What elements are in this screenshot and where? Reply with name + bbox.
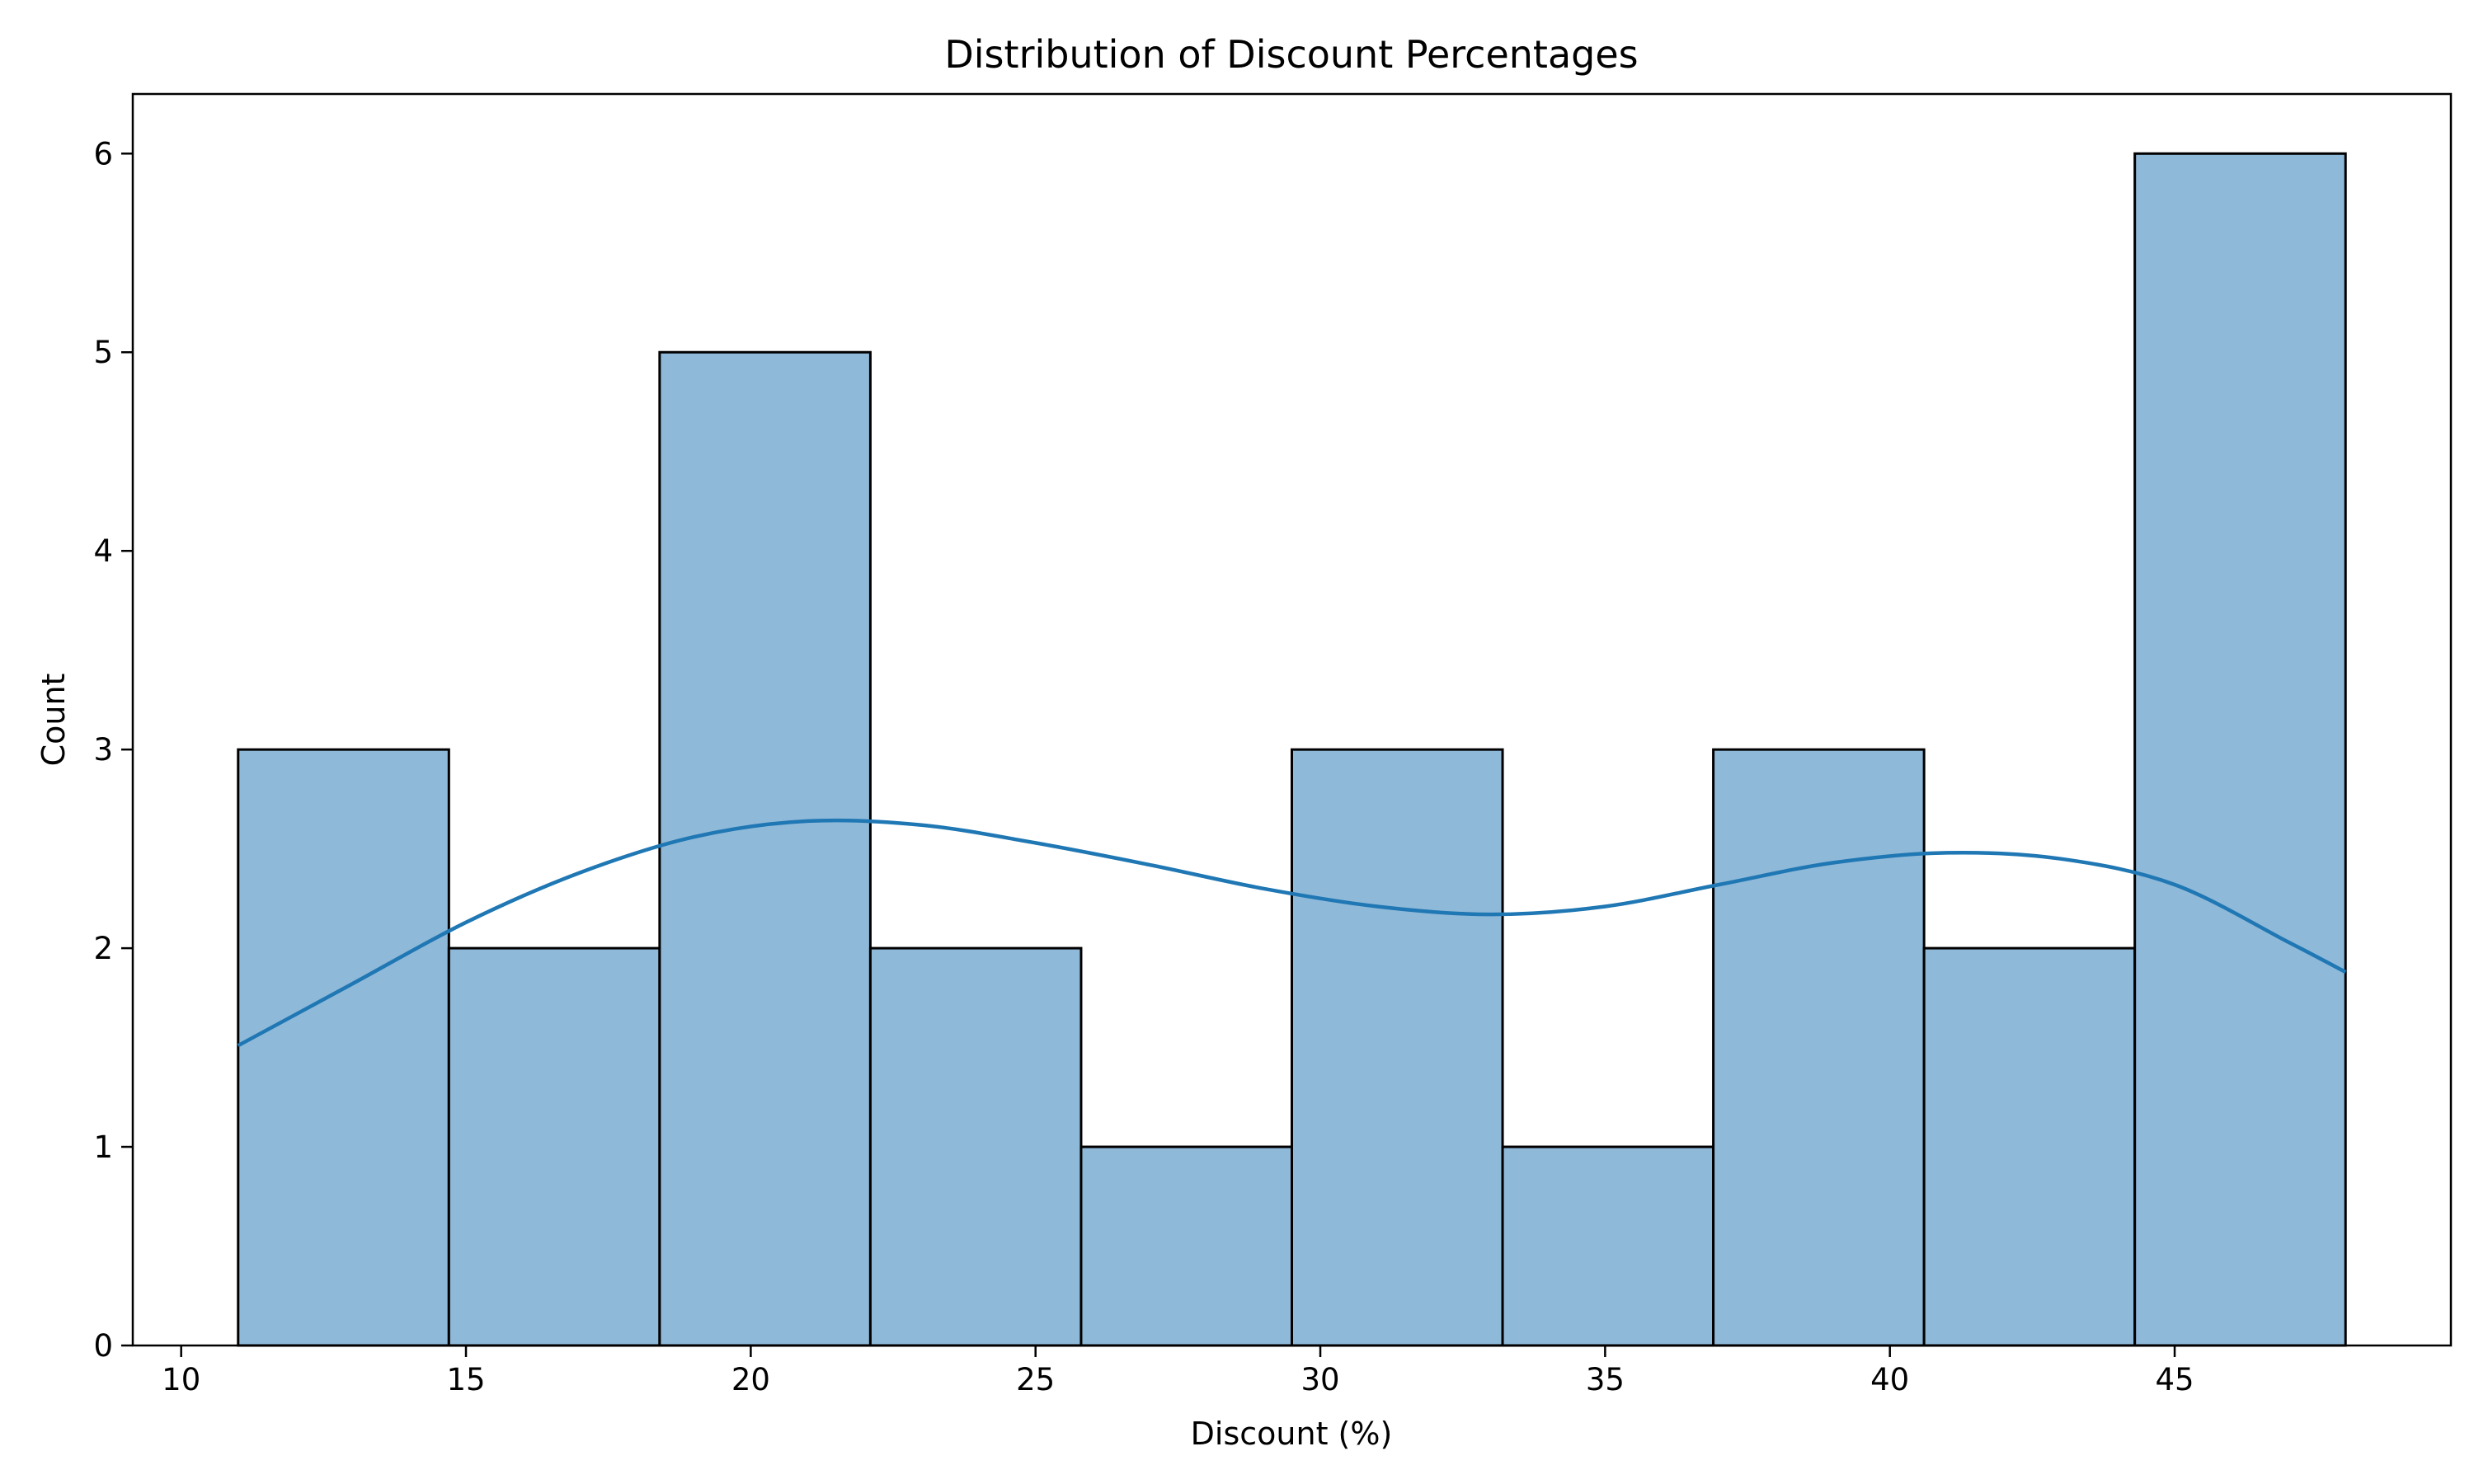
histogram-bar	[1291, 748, 1504, 1347]
histogram-bar	[1501, 1145, 1715, 1347]
y-tick-label: 1	[93, 1129, 113, 1165]
chart-title: Distribution of Discount Percentages	[944, 32, 1638, 77]
kde-line	[237, 818, 2347, 1048]
histogram-bar	[868, 946, 1083, 1347]
x-tick-label: 30	[1300, 1362, 1339, 1397]
histogram-bar	[1922, 946, 2137, 1347]
histogram-bar	[447, 946, 661, 1347]
histogram-bar	[1712, 748, 1926, 1347]
histogram-bar	[658, 350, 872, 1347]
x-tick-label: 35	[1586, 1362, 1625, 1397]
y-axis-label: Count	[35, 674, 72, 767]
y-tick-label: 2	[93, 931, 113, 966]
histogram-bars	[237, 152, 2347, 1347]
y-tick-label: 4	[93, 533, 113, 569]
y-tick-label: 0	[93, 1328, 113, 1364]
histogram-bar	[1079, 1145, 1294, 1347]
x-tick-label: 25	[1016, 1362, 1055, 1397]
x-tick-label: 10	[162, 1362, 200, 1397]
plot-frame	[131, 92, 2453, 1347]
x-tick-label: 15	[446, 1362, 485, 1397]
histogram-bar	[237, 748, 450, 1347]
x-tick-label: 20	[731, 1362, 770, 1397]
y-axis-ticks: 0 1 2 3 4 5 6	[93, 136, 133, 1364]
x-axis-ticks: 10 15 20 25 30 35 40 45	[162, 1345, 2194, 1397]
y-tick-label: 6	[93, 136, 113, 171]
x-tick-label: 40	[1870, 1362, 1909, 1397]
y-tick-label: 5	[93, 335, 113, 370]
x-axis-label: Discount (%)	[1191, 1416, 1393, 1452]
x-tick-label: 45	[2155, 1362, 2194, 1397]
histogram-bar	[2133, 152, 2347, 1347]
y-tick-label: 3	[93, 732, 113, 768]
